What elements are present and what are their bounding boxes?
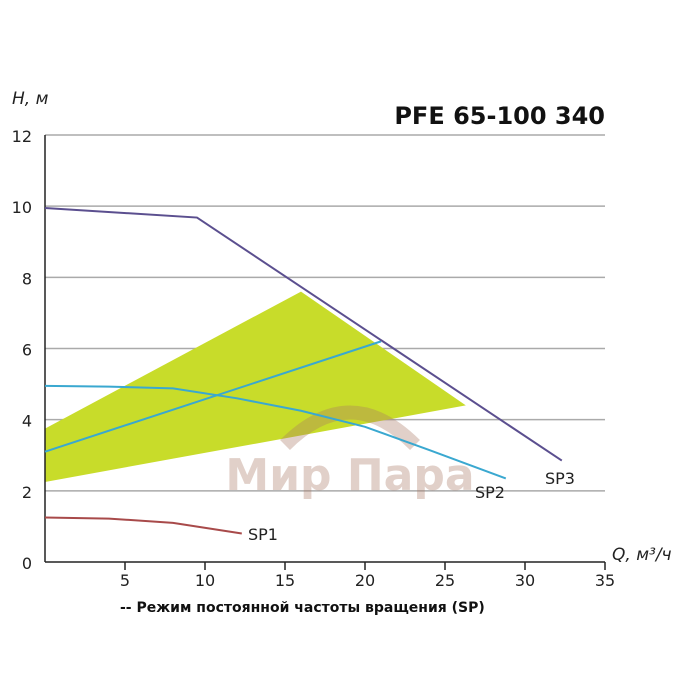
- x-tick-label: 15: [275, 571, 295, 590]
- footnote: -- Режим постоянной частоты вращения (SP…: [120, 600, 485, 616]
- operating-area: [45, 291, 466, 482]
- y-tick-label: 12: [12, 127, 32, 146]
- watermark: Мир Пара: [225, 450, 474, 501]
- y-tick-label: 10: [12, 198, 32, 217]
- x-tick-label: 20: [355, 571, 375, 590]
- chart-title: PFE 65-100 340: [394, 102, 605, 130]
- x-tick-label: 5: [120, 571, 130, 590]
- y-tick-label: 4: [22, 412, 32, 431]
- watermark-arc: [280, 405, 420, 451]
- series-label-sp1: SP1: [248, 525, 278, 544]
- reference-line: [44, 340, 382, 453]
- y-axis-label: H, м: [12, 89, 49, 109]
- y-tick-label: 6: [22, 341, 32, 360]
- x-tick-label: 30: [515, 571, 535, 590]
- series-line-sp2: [44, 384, 507, 480]
- x-tick-label: 35: [595, 571, 615, 590]
- y-tick-label: 8: [22, 269, 32, 288]
- y-tick-label: 0: [22, 554, 32, 573]
- series-label-sp3: SP3: [545, 469, 575, 488]
- series-line-sp1: [44, 516, 242, 535]
- x-tick-label: 10: [195, 571, 215, 590]
- series-label-sp2: SP2: [475, 483, 505, 502]
- y-tick-label: 2: [22, 483, 32, 502]
- x-axis-label: Q, м³/ч: [612, 545, 672, 565]
- x-tick-label: 25: [435, 571, 455, 590]
- series-line-sp3: [44, 206, 563, 462]
